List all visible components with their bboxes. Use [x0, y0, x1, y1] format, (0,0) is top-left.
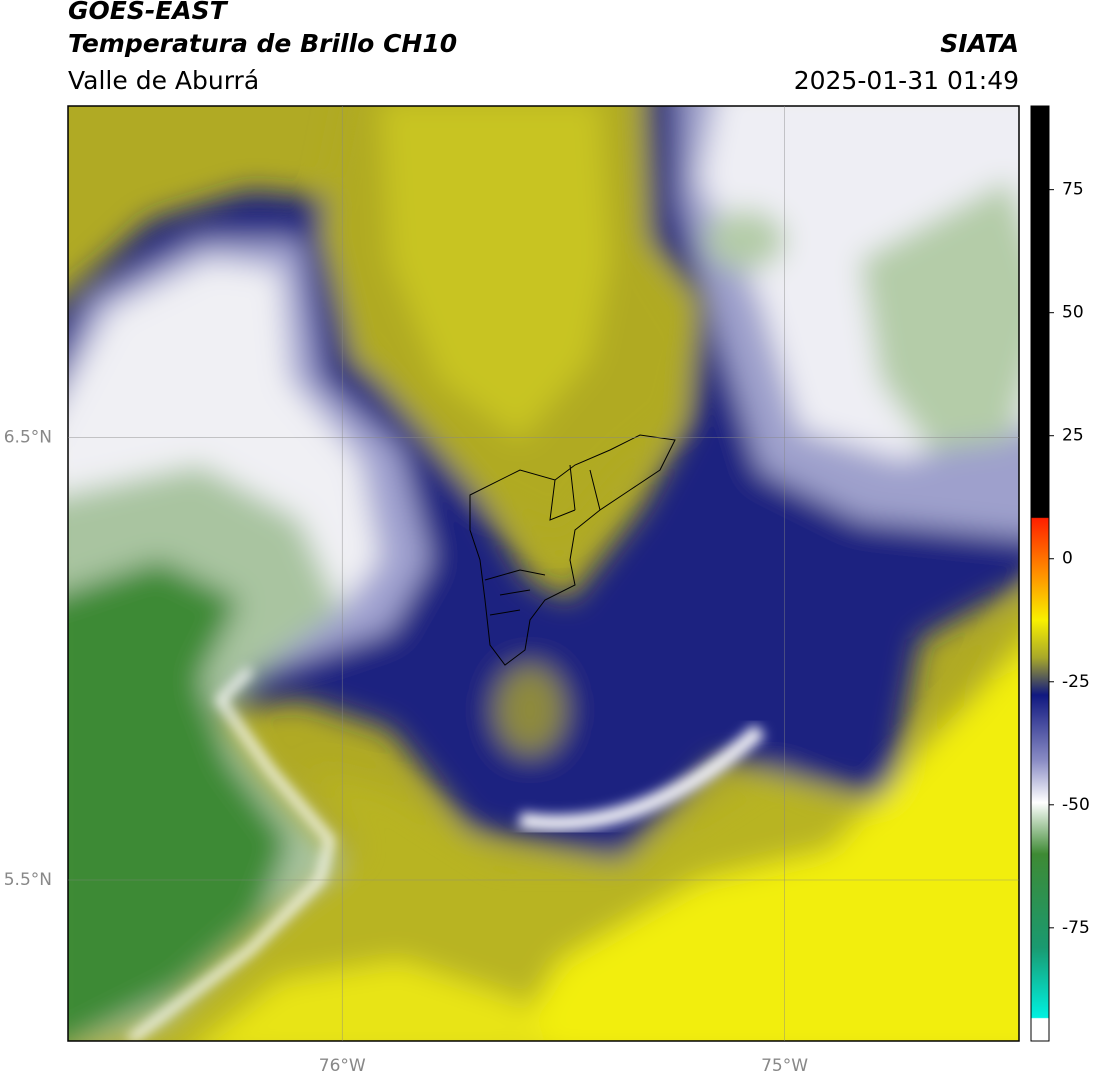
map-frame [67, 105, 1020, 1042]
colorbar-tick-label: 25 [1062, 426, 1084, 446]
colorbar [1030, 105, 1050, 1042]
colorbar-tick-label: -50 [1062, 795, 1090, 815]
colorbar-tick-label: 0 [1062, 549, 1073, 569]
region: Valle de Aburrá [68, 66, 259, 95]
colorbar-tick-label: -75 [1062, 918, 1090, 938]
colorbar-tick-label: -25 [1062, 672, 1090, 692]
x-tick-label: 76°W [319, 1056, 366, 1076]
timestamp: 2025-01-31 01:49 [794, 66, 1019, 95]
municipal-boundaries [469, 434, 676, 666]
x-tick-label: 75°W [761, 1056, 808, 1076]
y-tick-label: 5.5°N [4, 870, 52, 890]
colorbar-tick-label: 75 [1062, 180, 1084, 200]
colorbar-tick-label: 50 [1062, 303, 1084, 323]
y-tick-label: 6.5°N [4, 428, 52, 448]
satellite: GOES-EAST [68, 0, 229, 25]
product: Temperatura de Brillo CH10 [68, 29, 457, 58]
satellite-image [68, 106, 1019, 1041]
source: SIATA [940, 29, 1019, 58]
